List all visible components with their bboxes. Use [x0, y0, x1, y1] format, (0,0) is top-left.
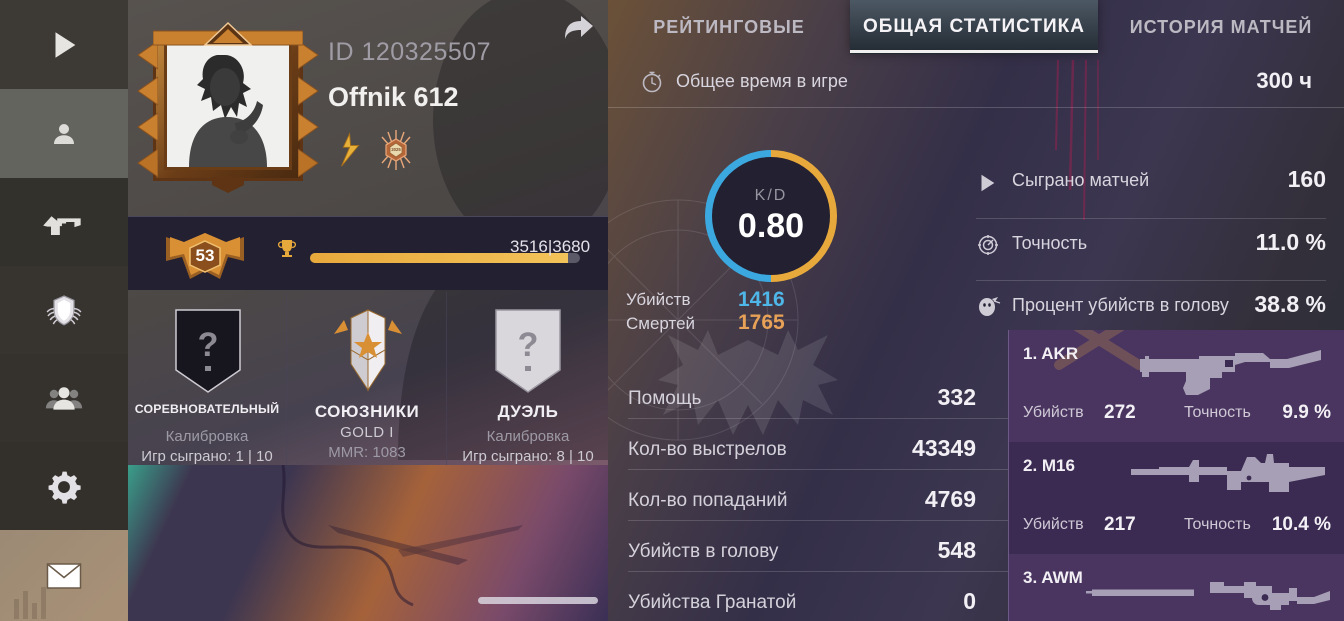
svg-text:2025: 2025 — [391, 147, 401, 152]
svg-text:?: ? — [518, 326, 539, 364]
svg-text:?: ? — [198, 326, 219, 364]
svg-text:53: 53 — [196, 246, 215, 265]
